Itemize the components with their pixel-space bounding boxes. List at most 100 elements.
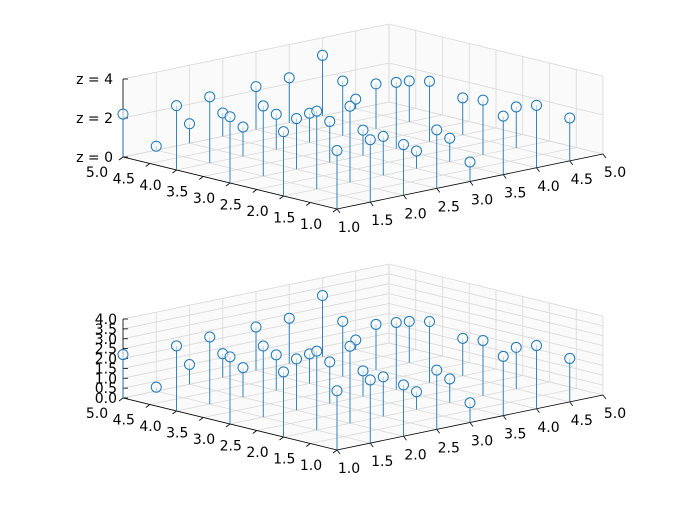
stem-marker — [477, 334, 489, 346]
gridline-z-side — [388, 273, 604, 327]
gridline-z-side — [388, 101, 604, 155]
y-tick-label: 1.5 — [273, 452, 295, 468]
x-tick-label: 2.5 — [438, 440, 460, 456]
stem-marker — [398, 139, 409, 151]
stem-marker — [117, 349, 129, 361]
stem-marker — [357, 365, 369, 377]
stem-marker — [424, 316, 435, 328]
z-tick-label: z = 0 — [76, 150, 113, 166]
y-tick-mark — [279, 436, 284, 441]
x-tick-mark — [403, 195, 407, 200]
x-tick-label: 2.0 — [404, 206, 426, 222]
gridline-z-side — [388, 322, 604, 376]
stem-marker — [444, 132, 456, 144]
y-tick-label: 1.5 — [273, 211, 295, 227]
stem-marker — [331, 385, 343, 397]
stem-marker — [531, 340, 542, 352]
stem-marker — [337, 75, 349, 87]
stem-marker — [377, 130, 389, 142]
x-tick-label: 4.0 — [537, 179, 559, 195]
x-tick-label: 4.5 — [571, 172, 593, 188]
y-tick-mark — [279, 195, 284, 200]
x-tick-mark — [369, 442, 374, 448]
x-tick-mark — [569, 160, 574, 166]
stem-marker — [477, 94, 489, 106]
y-tick-mark — [332, 208, 338, 213]
x-tick-label: 3.5 — [504, 186, 526, 202]
y-tick-label: 4.0 — [139, 419, 161, 435]
z-tick-label: 1.0 — [95, 371, 117, 387]
stem-marker — [324, 115, 336, 127]
stem-marker — [270, 108, 282, 120]
y-tick-label: 5.0 — [86, 406, 108, 422]
x-tick-label: 5.0 — [604, 165, 626, 181]
stem-marker — [171, 340, 182, 352]
stem-marker — [344, 340, 356, 352]
stem-marker — [150, 140, 162, 152]
y-tick-label: 4.5 — [113, 172, 135, 188]
x-tick-label: 2.0 — [404, 447, 426, 463]
stem-marker — [237, 121, 249, 133]
x-tick-label: 2.5 — [438, 199, 460, 215]
gridline-z-back — [122, 283, 390, 340]
stem-marker — [237, 362, 249, 374]
stem-marker — [431, 124, 443, 136]
stem-marker — [311, 345, 323, 357]
y-tick-label: 1.0 — [300, 217, 322, 233]
x-tick-mark — [436, 188, 441, 193]
x-tick-label: 1.0 — [338, 220, 360, 236]
z-tick-label: 0.0 — [95, 391, 117, 407]
stem-marker — [250, 81, 262, 93]
x-tick-label: 3.0 — [471, 434, 493, 450]
x-tick-label: 1.5 — [371, 454, 393, 470]
y-tick-label: 2.5 — [220, 439, 242, 455]
z-tick-label: z = 2 — [76, 111, 113, 127]
z-tick-label: 0.5 — [95, 381, 117, 397]
stem-marker — [431, 364, 443, 376]
y-tick-label: 3.5 — [166, 185, 188, 201]
y-tick-mark — [225, 182, 231, 187]
x-tick-mark — [336, 449, 341, 455]
x-tick-mark — [536, 408, 540, 413]
z-tick-label: 4.0 — [95, 312, 117, 328]
stem-marker — [350, 93, 362, 105]
stem-marker — [278, 366, 289, 378]
z-tick-label: 2.0 — [95, 352, 117, 368]
stem-marker — [370, 78, 382, 90]
stem-marker — [278, 126, 289, 138]
stem-chart-top: 1.0 1.5 2.0 2.5 3.0 3.5 4.0 4.5 5.01.01.52.02.53… — [76, 23, 626, 236]
stem-marker — [357, 124, 369, 136]
x-tick-label: 3.0 — [471, 193, 493, 209]
stem-marker — [184, 118, 195, 130]
stem-marker — [311, 105, 323, 117]
x-tick-mark — [569, 401, 574, 407]
stem-marker — [184, 359, 195, 370]
y-tick-label: 3.0 — [193, 191, 215, 207]
y-tick-mark — [252, 189, 257, 193]
stem-marker — [250, 321, 262, 333]
stem-marker — [337, 315, 349, 327]
y-tick-mark — [199, 417, 204, 421]
stem-marker — [464, 156, 476, 168]
y-tick-label: 3.0 — [193, 432, 215, 448]
gridline-y-floor — [256, 375, 523, 431]
x-tick-mark — [602, 153, 607, 159]
gridline-z-side — [388, 263, 604, 317]
stem-marker — [390, 76, 402, 88]
z-tick-label: 3.5 — [95, 322, 117, 338]
stem-marker — [291, 353, 302, 365]
x-tick-mark — [602, 394, 607, 400]
x-tick-mark — [469, 422, 474, 427]
stem-marker — [270, 349, 282, 361]
y-tick-mark — [145, 404, 150, 408]
gridline-z-side — [388, 332, 604, 386]
x-tick-mark — [436, 429, 441, 434]
y-tick-mark — [199, 176, 204, 180]
x-tick-mark — [536, 167, 540, 172]
x-tick-label: 5.0 — [604, 406, 626, 422]
stem-marker — [497, 110, 509, 122]
y-tick-mark — [306, 202, 311, 206]
stem-marker — [317, 49, 328, 61]
gridline-z-back — [122, 263, 390, 320]
